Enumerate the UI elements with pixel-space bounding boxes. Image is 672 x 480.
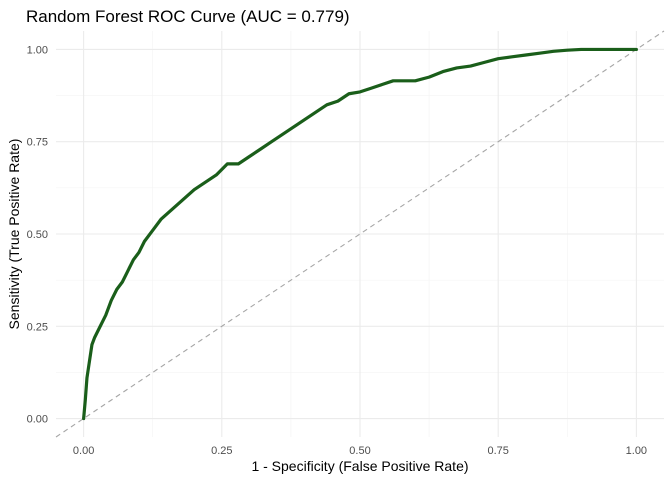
y-tick-label: 0.00: [27, 414, 48, 426]
reference-diagonal-line: [55, 30, 665, 438]
y-tick-label: 1.00: [27, 44, 48, 56]
roc-curve-line: [82, 47, 638, 421]
chart-title: Random Forest ROC Curve (AUC = 0.779): [26, 7, 350, 26]
y-tick-label: 0.50: [27, 229, 48, 241]
x-tick-label: 0.75: [487, 445, 508, 457]
plot-series: [55, 30, 665, 438]
plot-grid: [56, 31, 664, 437]
x-tick-label: 1.00: [626, 445, 647, 457]
x-axis-ticks: 0.00 0.25 0.50 0.75 1.00: [73, 445, 647, 457]
y-axis-label: Sensitivity (True Positive Rate): [6, 139, 22, 330]
x-axis-label: 1 - Specificity (False Positive Rate): [251, 458, 468, 474]
x-tick-label: 0.00: [73, 445, 94, 457]
y-axis-ticks: 0.00 0.25 0.50 0.75 1.00: [27, 44, 48, 425]
y-tick-label: 0.75: [27, 137, 48, 149]
y-tick-label: 0.25: [27, 321, 48, 333]
x-tick-label: 0.25: [211, 445, 232, 457]
x-tick-label: 0.50: [349, 445, 370, 457]
